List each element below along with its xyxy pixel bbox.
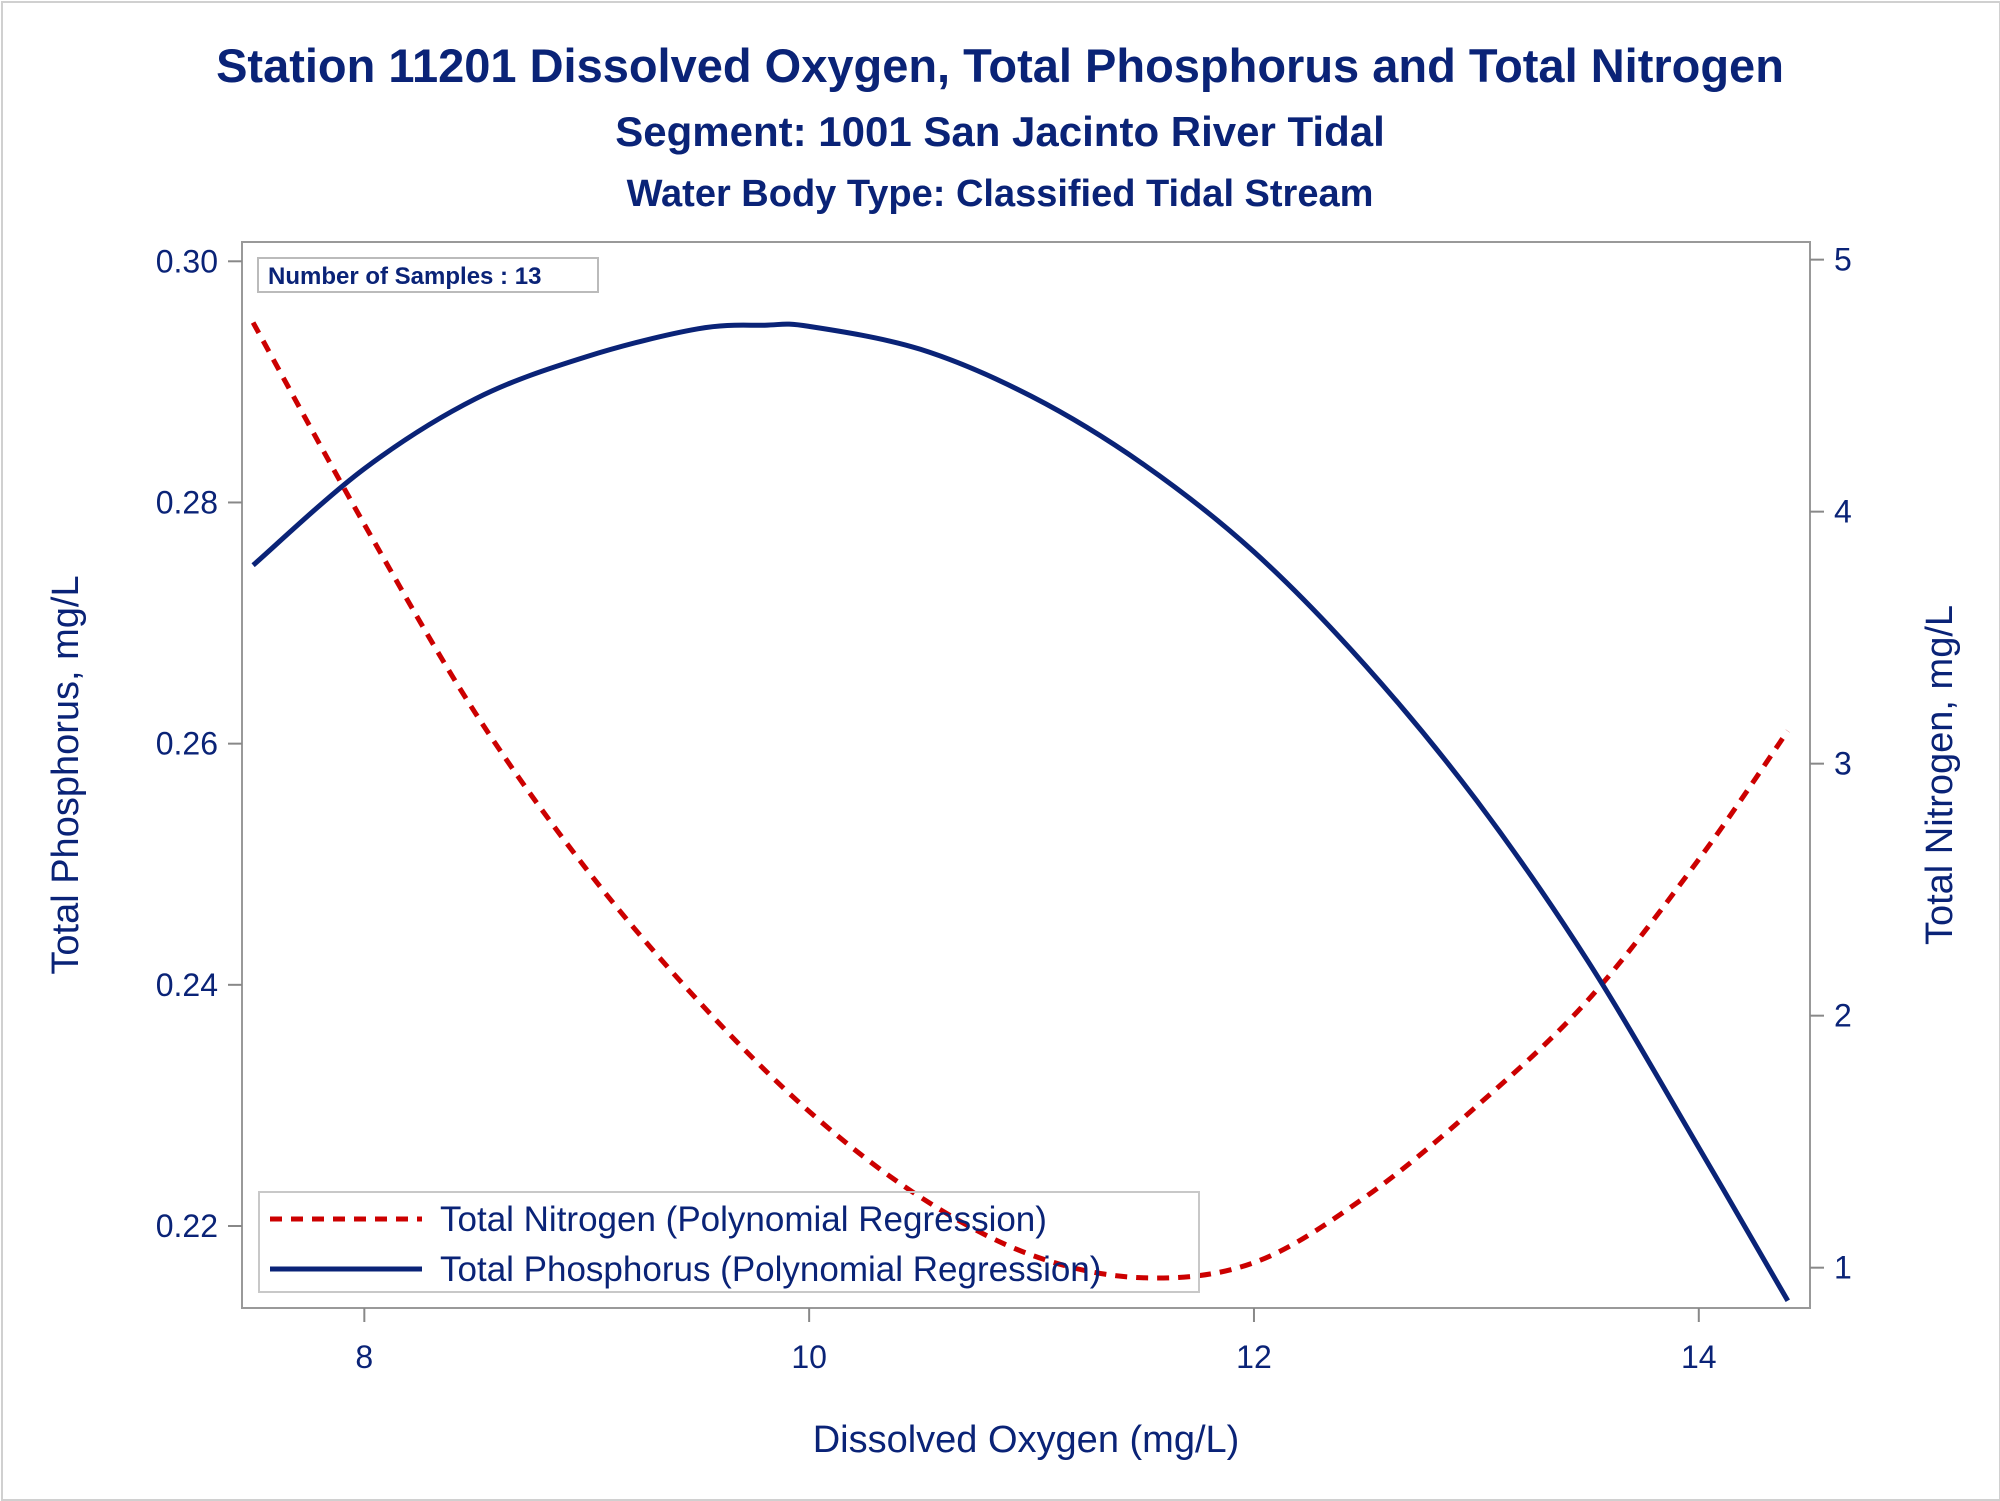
y-left-tick-label: 0.24 (156, 967, 218, 1003)
legend-label-nitrogen: Total Nitrogen (Polynomial Regression) (440, 1200, 1047, 1239)
chart-subtitle-2: Water Body Type: Classified Tidal Stream (627, 173, 1374, 215)
y-left-tick-label: 0.28 (156, 484, 218, 520)
y-left-tick-label: 0.26 (156, 726, 218, 762)
legend-box (258, 1191, 1200, 1293)
y-right-axis-ticks: 1 2 3 4 5 (1810, 242, 1852, 1286)
y-left-tick-label: 0.22 (156, 1208, 218, 1244)
x-tick-label: 12 (1236, 1339, 1272, 1375)
x-tick-label: 14 (1681, 1339, 1717, 1375)
series-line-total-phosphorus (251, 321, 1790, 1303)
x-axis-ticks: 8 10 12 14 (355, 1308, 1717, 1375)
series-line-total-nitrogen (250, 321, 1790, 1281)
y-right-tick-label: 2 (1834, 998, 1852, 1034)
x-tick-label: 8 (355, 1339, 373, 1375)
y-right-axis-label: Total Nitrogen, mg/L (1919, 605, 1961, 945)
legend-label-phosphorus: Total Phosphorus (Polynomial Regression) (440, 1250, 1101, 1289)
y-right-tick-label: 5 (1834, 242, 1852, 278)
chart-subtitle: Segment: 1001 San Jacinto River Tidal (615, 108, 1385, 155)
series-layer (250, 321, 1790, 1303)
chart-title: Station 11201 Dissolved Oxygen, Total Ph… (216, 39, 1784, 92)
sample-count-box (257, 257, 599, 293)
y-right-tick-label: 3 (1834, 746, 1852, 782)
x-axis-label: Dissolved Oxygen (mg/L) (813, 1419, 1240, 1461)
legend: Total Nitrogen (Polynomial Regression) T… (258, 1191, 1200, 1293)
y-right-tick-label: 4 (1834, 494, 1852, 530)
plot-area-border (241, 241, 1811, 1309)
y-right-tick-label: 1 (1834, 1250, 1852, 1286)
y-left-tick-label: 0.30 (156, 243, 218, 279)
y-left-axis-ticks: 0.22 0.24 0.26 0.28 0.30 (156, 243, 242, 1244)
sample-count-label: Number of Samples : 13 (268, 263, 541, 290)
x-tick-label: 10 (791, 1339, 827, 1375)
y-left-axis-label: Total Phosphorus, mg/L (45, 575, 87, 974)
